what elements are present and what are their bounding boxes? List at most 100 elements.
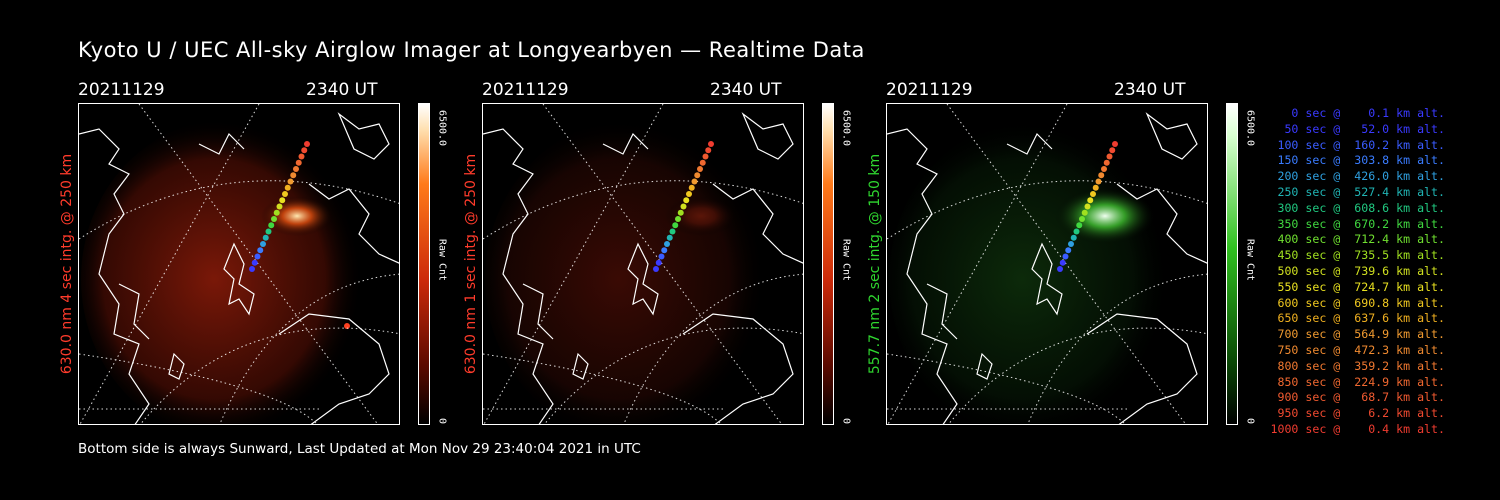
colorbar-unit-label: Raw Cnt	[840, 238, 852, 282]
coastline-outlines	[79, 112, 399, 424]
trajectory-point	[680, 203, 687, 210]
coastline	[887, 128, 958, 424]
panel-time: 2340 UT	[306, 80, 378, 100]
colorbar-max-label: 6500.0	[436, 109, 448, 147]
coastline	[712, 183, 803, 264]
trajectory-point	[251, 259, 258, 266]
legend-row: 100 sec @ 160.2 km alt.	[1270, 137, 1445, 152]
legend-row: 300 sec @ 608.6 km alt.	[1270, 200, 1445, 215]
trajectory-point	[295, 159, 302, 166]
trajectory-point	[1092, 184, 1099, 191]
allsky-image	[78, 103, 400, 425]
allsky-map-svg	[79, 104, 399, 424]
trajectory-point	[268, 222, 275, 229]
bright-spot	[344, 323, 350, 329]
trajectory-point	[1081, 209, 1088, 216]
coastline	[198, 132, 245, 155]
trajectory-point	[257, 247, 264, 254]
coastline	[223, 242, 255, 316]
trajectory-point	[655, 259, 662, 266]
legend-row: 950 sec @ 6.2 km alt.	[1270, 406, 1445, 421]
legend-row: 450 sec @ 735.5 km alt.	[1270, 248, 1445, 263]
legend-row: 50 sec @ 52.0 km alt.	[1270, 121, 1445, 136]
grid-line	[79, 104, 260, 424]
trajectory-point	[262, 234, 269, 241]
trajectory-point	[699, 159, 706, 166]
airglow-emission	[485, 119, 781, 424]
grid-line	[483, 180, 803, 240]
trajectory-point	[1103, 159, 1110, 166]
panel-side-label: 557.7 nm 2 sec intg. @ 150 km	[867, 153, 883, 375]
trajectory-point	[279, 197, 286, 204]
trajectory-point	[249, 266, 255, 272]
trajectory-point	[1095, 178, 1102, 185]
trajectory-point	[1087, 197, 1094, 204]
trajectory-point	[691, 178, 698, 185]
trajectory-point	[1106, 153, 1113, 160]
trajectory-point	[653, 266, 659, 272]
trajectory-point	[1101, 166, 1107, 172]
coastline	[118, 283, 150, 340]
grid-line	[887, 180, 1207, 240]
coastline	[1086, 313, 1198, 424]
trajectory-point	[697, 166, 703, 172]
trajectory-point	[686, 191, 692, 197]
coastline	[602, 132, 649, 155]
coastline	[278, 313, 390, 424]
panel-side-label: 630.0 nm 1 sec intg. @ 250 km	[463, 153, 479, 375]
grid-line	[887, 353, 1126, 424]
trajectory-point	[666, 234, 673, 241]
trajectory-point	[1059, 259, 1066, 266]
allsky-image	[482, 103, 804, 425]
trajectory-point	[1098, 172, 1105, 179]
legend-row: 0 sec @ 0.1 km alt.	[1270, 106, 1445, 120]
trajectory-point	[672, 222, 679, 229]
legend-row: 350 sec @ 670.2 km alt.	[1270, 216, 1445, 231]
trajectory-point	[301, 147, 308, 154]
trajectory-point	[1070, 234, 1077, 241]
trajectory-point	[1090, 191, 1096, 197]
trajectory-point	[276, 203, 283, 210]
coastline	[627, 242, 659, 316]
legend-row: 700 sec @ 564.9 km alt.	[1270, 327, 1445, 342]
legend-row: 150 sec @ 303.8 km alt.	[1270, 153, 1445, 168]
legend-row: 550 sec @ 724.7 km alt.	[1270, 279, 1445, 294]
trajectory-point	[304, 141, 310, 147]
colorbar-unit-label: Raw Cnt	[436, 238, 448, 282]
trajectory-point	[1065, 247, 1072, 254]
imager-panel-2: 20211129 2340 UT 630.0 nm 1 sec intg. @ …	[463, 80, 882, 430]
coastline	[337, 112, 390, 160]
trajectory-point	[677, 209, 684, 216]
trajectory-point	[1112, 141, 1118, 147]
trajectory-point	[273, 209, 280, 216]
imager-panel-3: 20211129 2340 UT 557.7 nm 2 sec intg. @ …	[867, 80, 1286, 430]
trajectory-point	[1062, 253, 1069, 260]
panel-side-label: 630.0 nm 4 sec intg. @ 250 km	[59, 153, 75, 375]
trajectory-point	[658, 253, 665, 260]
colorbar	[418, 103, 430, 425]
trajectory-point	[708, 141, 714, 147]
lat-lon-grid	[483, 104, 803, 424]
trajectory-point	[683, 197, 690, 204]
panel-date: 20211129	[78, 80, 165, 100]
trajectory-point	[1084, 203, 1091, 210]
trajectory-point	[702, 153, 709, 160]
legend-row: 800 sec @ 359.2 km alt.	[1270, 358, 1445, 373]
grid-line	[79, 180, 399, 240]
legend-row: 850 sec @ 224.9 km alt.	[1270, 374, 1445, 389]
legend-row: 650 sec @ 637.6 km alt.	[1270, 311, 1445, 326]
legend-row: 500 sec @ 739.6 km alt.	[1270, 263, 1445, 278]
legend-row: 1000 sec @ 0.4 km alt.	[1270, 421, 1445, 436]
trajectory-point	[1109, 147, 1116, 154]
trajectory-point	[293, 166, 299, 172]
legend-row: 250 sec @ 527.4 km alt.	[1270, 184, 1445, 199]
trajectory-point	[287, 178, 294, 185]
trajectory-point	[705, 147, 712, 154]
trajectory-point	[1079, 216, 1085, 222]
colorbar-min-label: 0	[436, 417, 448, 425]
aurora-bright-patch	[261, 196, 333, 236]
trajectory-point	[282, 191, 288, 197]
colorbar	[1226, 103, 1238, 425]
trajectory-track	[249, 141, 310, 272]
panel-date: 20211129	[482, 80, 569, 100]
